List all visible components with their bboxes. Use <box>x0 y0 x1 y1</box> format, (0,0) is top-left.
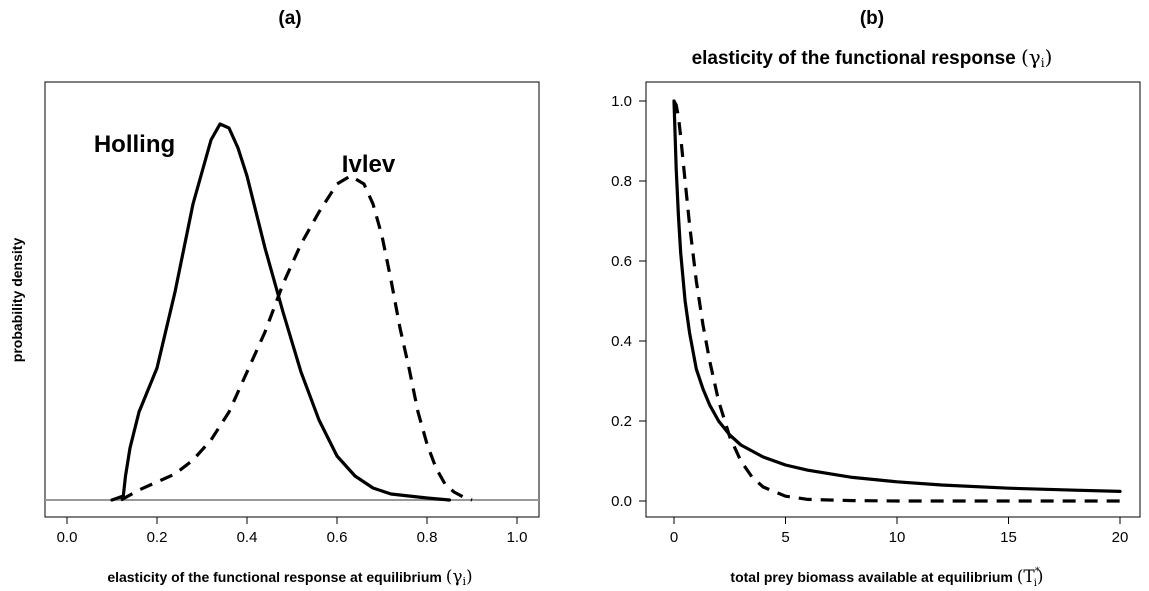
x-tick-label: 0.4 <box>237 529 258 546</box>
x-tick-label: 15 <box>1000 529 1017 546</box>
panel-a-xlabel: elasticity of the functional response at… <box>107 567 472 588</box>
y-tick-label: 0.2 <box>611 413 632 430</box>
x-tick-label: 0.8 <box>417 529 438 546</box>
x-tick-label: 0.2 <box>147 529 168 546</box>
ivlev-label: Ivlev <box>342 151 396 178</box>
y-tick-label: 0.8 <box>611 173 632 190</box>
x-tick-label: 0.0 <box>57 529 78 546</box>
solid-curve <box>672 99 1122 493</box>
y-tick-label: 1.0 <box>611 93 632 110</box>
x-tick-label: 5 <box>781 529 789 546</box>
dashed-curve <box>672 100 1120 503</box>
panel-a: (a) probability density elasticity of th… <box>9 8 540 588</box>
y-tick-label: 0.4 <box>611 333 632 350</box>
ivlev-curve <box>120 174 473 502</box>
panel-b-x-axis: 0 5 10 15 20 <box>670 517 1129 546</box>
panel-b-y-axis: 0.0 0.2 0.4 0.6 0.8 1.0 <box>611 93 646 510</box>
panel-b-frame <box>645 81 1141 518</box>
panel-b-title: elasticity of the functional response (γ… <box>692 45 1053 70</box>
panel-b-label: (b) <box>860 8 884 29</box>
x-tick-label: 0.6 <box>327 529 348 546</box>
panel-a-ylabel: probability density <box>9 238 25 363</box>
panel-a-curves <box>110 122 473 502</box>
x-tick-label: 20 <box>1112 529 1129 546</box>
panel-b-curves <box>672 99 1122 503</box>
holling-curve <box>110 122 452 502</box>
x-tick-label: 10 <box>889 529 906 546</box>
x-tick-label: 0 <box>670 529 678 546</box>
x-tick-label: 1.0 <box>507 529 528 546</box>
panel-b: (b) elasticity of the functional respons… <box>611 8 1141 589</box>
holling-label: Holling <box>94 131 175 158</box>
panel-a-frame <box>44 81 540 518</box>
y-tick-label: 0.0 <box>611 493 632 510</box>
panel-a-x-axis: 0.0 0.2 0.4 0.6 0.8 1.0 <box>57 517 528 546</box>
y-tick-label: 0.6 <box>611 253 632 270</box>
panel-a-label: (a) <box>278 8 301 29</box>
panel-b-xlabel: total prey biomass available at equilibr… <box>730 566 1043 589</box>
